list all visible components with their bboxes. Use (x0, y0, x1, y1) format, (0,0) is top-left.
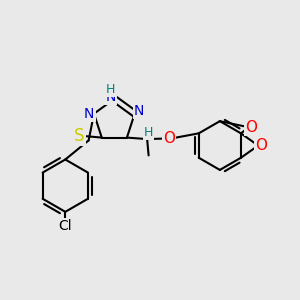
Text: N: N (84, 107, 94, 121)
Text: N: N (106, 89, 116, 103)
Text: H: H (144, 126, 153, 139)
Text: H: H (106, 83, 116, 97)
Text: O: O (245, 120, 257, 135)
Text: O: O (163, 131, 175, 146)
Text: N: N (134, 104, 144, 118)
Text: O: O (255, 138, 267, 153)
Text: S: S (74, 127, 85, 145)
Text: Cl: Cl (58, 219, 72, 233)
